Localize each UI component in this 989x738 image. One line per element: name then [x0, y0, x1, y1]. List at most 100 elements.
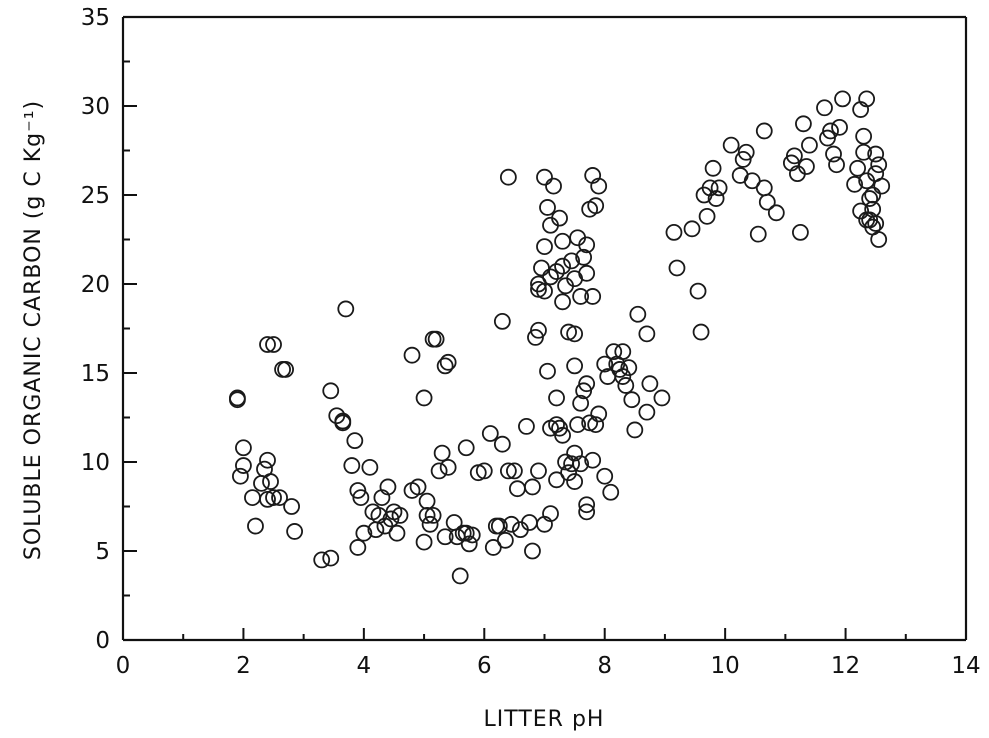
data-point — [578, 236, 596, 254]
data-point — [873, 177, 891, 195]
data-point — [578, 503, 596, 521]
data-point — [433, 444, 451, 462]
data-point — [707, 190, 725, 207]
data-point — [505, 462, 523, 480]
x-tick-label: 2 — [236, 653, 251, 679]
data-point — [539, 362, 556, 380]
data-point — [575, 382, 593, 400]
x-tick-label: 8 — [597, 653, 612, 679]
x-tick-label: 14 — [951, 653, 980, 679]
data-point — [388, 524, 406, 542]
data-point — [259, 336, 276, 353]
data-point — [409, 478, 427, 496]
data-point — [665, 223, 683, 241]
y-tick-label: 10 — [81, 450, 110, 476]
data-point — [596, 355, 614, 373]
data-point — [542, 268, 559, 286]
data-point — [542, 419, 559, 437]
data-point — [436, 528, 454, 546]
data-point — [858, 90, 876, 108]
y-tick-label: 20 — [81, 272, 110, 298]
data-point — [855, 127, 873, 145]
data-point — [232, 467, 249, 485]
data-point — [244, 489, 261, 507]
data-point — [247, 517, 264, 535]
data-point — [798, 158, 815, 175]
data-point — [548, 389, 565, 407]
data-point — [795, 115, 812, 133]
plot-frame — [121, 15, 968, 642]
data-point — [653, 389, 671, 407]
data-point — [536, 168, 553, 186]
data-point — [734, 150, 752, 168]
data-point — [286, 523, 304, 540]
data-point — [530, 462, 547, 480]
x-tick-labels: 0 2 4 6 8 10 12 14 — [116, 653, 981, 679]
x-tick-label: 6 — [477, 653, 492, 679]
y-tick-label: 35 — [81, 5, 110, 31]
data-point — [554, 293, 571, 311]
data-point — [509, 480, 526, 498]
y-tick-label: 15 — [81, 361, 110, 387]
x-axis-title: LITTER pH — [484, 707, 605, 732]
data-point — [343, 457, 361, 474]
data-point — [590, 177, 608, 195]
data-point — [755, 179, 773, 197]
data-point — [346, 432, 364, 450]
y-tick-labels: 0 5 10 15 20 25 30 35 — [81, 5, 110, 654]
data-point — [502, 515, 520, 533]
data-point — [283, 498, 301, 515]
data-point — [451, 567, 469, 585]
data-point — [828, 156, 845, 174]
data-point — [611, 361, 629, 378]
data-point — [743, 172, 761, 190]
data-point — [457, 439, 475, 457]
data-point — [460, 535, 478, 553]
data-point — [313, 551, 331, 569]
data-point — [403, 346, 421, 364]
data-point — [629, 305, 647, 323]
data-point — [638, 325, 656, 343]
data-point — [554, 232, 571, 250]
data-point — [499, 462, 517, 480]
data-point — [533, 259, 550, 277]
data-point — [421, 515, 439, 533]
data-point — [641, 375, 659, 393]
data-point — [271, 489, 288, 507]
data-point — [539, 199, 556, 216]
data-point — [548, 471, 565, 489]
data-point — [801, 136, 818, 154]
data-point — [689, 282, 707, 300]
data-point — [566, 325, 584, 343]
data-point — [415, 533, 433, 551]
data-point — [524, 542, 541, 560]
data-point — [536, 238, 553, 256]
data-point — [548, 263, 565, 280]
y-tick-label: 0 — [95, 628, 110, 654]
data-point — [587, 416, 605, 434]
data-point — [334, 414, 352, 432]
data-point — [554, 257, 571, 275]
x-tick-label: 4 — [357, 653, 372, 679]
data-point — [758, 193, 776, 211]
data-point — [569, 416, 587, 434]
data-point — [825, 145, 842, 163]
data-point — [668, 259, 686, 277]
data-point — [849, 159, 867, 177]
data-point — [551, 209, 568, 227]
y-tick-label: 30 — [81, 94, 110, 120]
data-point — [867, 215, 885, 232]
data-point — [602, 483, 620, 501]
data-point — [749, 225, 767, 243]
data-point — [554, 426, 571, 444]
data-point — [623, 391, 641, 409]
data-point — [349, 539, 367, 556]
data-point — [382, 510, 400, 528]
data-point — [265, 489, 282, 507]
data-point — [259, 451, 276, 469]
data-point — [620, 359, 638, 377]
data-point — [277, 361, 294, 378]
data-point — [439, 353, 457, 371]
y-tick-label: 25 — [81, 183, 110, 209]
